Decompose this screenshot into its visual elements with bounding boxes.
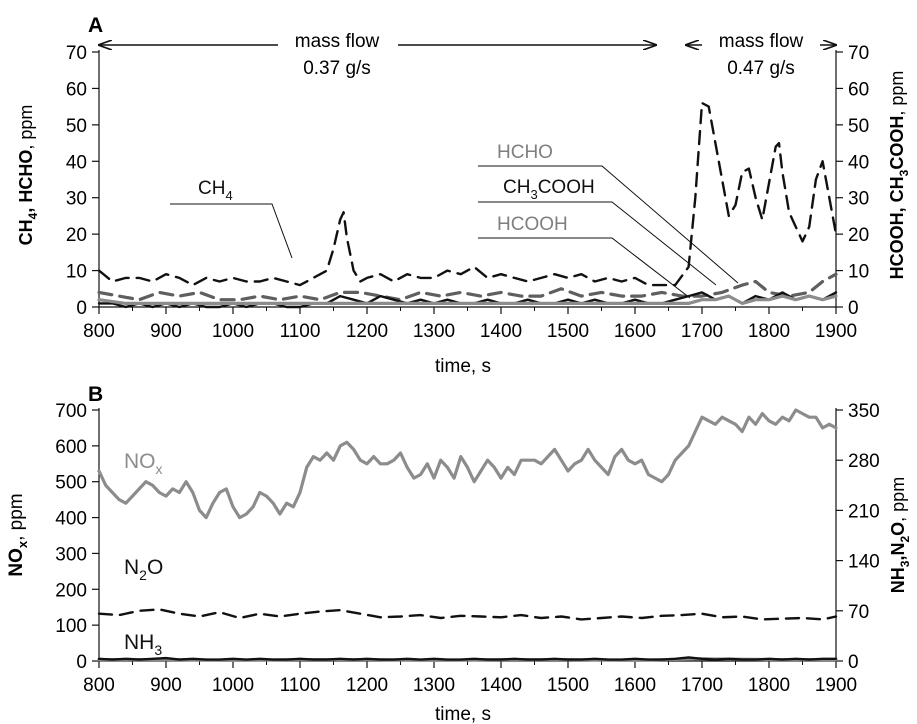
- panel-b-y2-tick-label: 350: [848, 401, 880, 422]
- panel-b-y-left-title: NOx, ppm: [6, 493, 30, 576]
- panel-a-x-tick-label: 1200: [346, 321, 388, 342]
- panel-b-x-tick-label: 1800: [748, 675, 790, 696]
- ch4-label: CH4: [198, 178, 233, 203]
- panel-a-x-tick-label: 1600: [614, 321, 656, 342]
- panel-b-x-title: time, s: [435, 704, 491, 724]
- mass-flow-1-label: mass flow: [295, 31, 380, 52]
- panel-b-x-tick-label: 1900: [815, 675, 857, 696]
- panel-a-y-right-title: HCOOH, CH3COOH, ppm: [887, 71, 911, 280]
- panel-b: B 800 900 1000 1100 1200 1300 1400 1500 1600 1700…: [6, 383, 912, 724]
- panel-a-y-tick-label: 0: [76, 298, 87, 319]
- panel-a-x-title: time, s: [435, 356, 491, 377]
- hcooh-label: HCOOH: [497, 214, 568, 235]
- panel-b-y-right-title: NH3,N2O, ppm: [888, 477, 912, 593]
- panel-a-y-tick-label: 20: [66, 225, 87, 246]
- panel-b-y-tick-label: 700: [55, 401, 87, 422]
- nh3-label: NH3: [124, 631, 162, 658]
- panel-b-x-tick-label: 1000: [212, 675, 254, 696]
- panel-b-y2-tick-label: 140: [848, 552, 880, 573]
- panel-a-x-tick-label: 900: [150, 321, 182, 342]
- panel-b-y2-tick-label: 210: [848, 501, 880, 522]
- panel-a-y-tick-label: 30: [66, 189, 87, 210]
- panel-b-y2-tick-label: 0: [848, 652, 859, 673]
- panel-a-x-tick-label: 1900: [815, 321, 857, 342]
- ch3cooh-leader: [478, 201, 717, 286]
- panel-a: A 800 900 1000 1100 1200 1300 1400 1500 1600 1700…: [16, 14, 911, 377]
- panel-b-x-tick-label: 1100: [280, 675, 321, 696]
- panel-b-y-tick-label: 600: [55, 437, 87, 458]
- series-n2o-line: [97, 608, 838, 621]
- panel-b-y2-tick-label: 280: [848, 451, 880, 472]
- hcho-leader: [478, 165, 739, 284]
- panel-b-x-tick-label: 1700: [681, 675, 723, 696]
- panel-a-y2-tick-label: 50: [848, 116, 869, 137]
- panel-a-y2-tick-label: 60: [848, 79, 869, 100]
- panel-b-x-tick-label: 1400: [480, 675, 522, 696]
- panel-b-x-tick-label: 900: [150, 675, 182, 696]
- panel-a-y2-tick-label: 20: [848, 225, 869, 246]
- panel-a-x-tick-label: 1500: [547, 321, 589, 342]
- mass-flow-1-value: 0.37 g/s: [303, 58, 371, 79]
- panel-b-x-tick-label: 800: [83, 675, 115, 696]
- panel-a-y2-tick-label: 40: [848, 152, 869, 173]
- panel-a-x-tick-label: 1800: [748, 321, 790, 342]
- mass-flow-2-label-bg: [702, 30, 820, 54]
- panel-b-x-tick-label: 1500: [547, 675, 589, 696]
- panel-b-x-tick-label: 1200: [346, 675, 388, 696]
- panel-b-y-tick-label: 200: [55, 580, 87, 601]
- panel-b-y-tick-label: 300: [55, 544, 87, 565]
- panel-a-y-tick-label: 10: [66, 262, 87, 283]
- panel-a-y2-tick-label: 0: [848, 298, 859, 319]
- series-nox-line: [97, 408, 838, 520]
- panel-b-y-tick-label: 100: [55, 616, 87, 637]
- hcho-label: HCHO: [497, 142, 553, 163]
- panel-b-axes: 800 900 1000 1100 1200 1300 1400 1500 1600 1700 18…: [55, 401, 879, 696]
- panel-b-y-tick-label: 0: [76, 652, 87, 673]
- nox-label: NOx: [124, 450, 163, 477]
- panel-a-letter: A: [88, 14, 103, 37]
- panel-b-y-tick-label: 400: [55, 509, 87, 530]
- series-ch4-line: [97, 101, 838, 287]
- panel-a-series: [97, 101, 838, 309]
- panel-a-x-tick-label: 800: [83, 321, 115, 342]
- mass-flow-2-value: 0.47 g/s: [727, 58, 795, 79]
- panel-a-x-tick-label: 1400: [480, 321, 522, 342]
- panel-b-x-tick-label: 1600: [614, 675, 656, 696]
- panel-b-letter: B: [88, 383, 103, 406]
- panel-a-y-tick-label: 70: [66, 43, 87, 64]
- panel-b-series: [97, 408, 838, 662]
- panel-a-y2-tick-label: 30: [848, 189, 869, 210]
- panel-a-y-tick-label: 40: [66, 152, 87, 173]
- panel-a-x-tick-label: 1100: [280, 321, 321, 342]
- panel-b-x-tick-label: 1300: [413, 675, 455, 696]
- ch3cooh-label: CH3COOH: [503, 177, 595, 202]
- panel-b-y2-tick-label: 70: [848, 602, 869, 623]
- panel-a-x-tick-label: 1300: [413, 321, 455, 342]
- n2o-label: N2O: [124, 556, 163, 583]
- ch4-leader: [170, 203, 293, 259]
- panel-a-y2-tick-label: 10: [848, 262, 869, 283]
- panel-a-y-left-title: CH4, HCHO, ppm: [16, 105, 40, 246]
- panel-a-axes: 800 900 1000 1100 1200 1300 1400 1500 1600 1700 18…: [66, 43, 869, 342]
- panel-b-y-tick-label: 500: [55, 473, 87, 494]
- series-hcho-line: [97, 272, 838, 302]
- panel-a-x-tick-label: 1000: [212, 321, 254, 342]
- hcooh-leader: [478, 237, 691, 299]
- mass-flow-2-label: mass flow: [719, 31, 804, 52]
- panel-a-y2-tick-label: 70: [848, 43, 869, 64]
- panel-a-y-tick-label: 60: [66, 79, 87, 100]
- panel-a-y-tick-label: 50: [66, 116, 87, 137]
- series-hcooh-line: [97, 294, 838, 305]
- series-nh3-line: [97, 656, 838, 661]
- mass-flow-1-label-bg: [278, 30, 398, 54]
- panel-a-x-tick-label: 1700: [681, 321, 723, 342]
